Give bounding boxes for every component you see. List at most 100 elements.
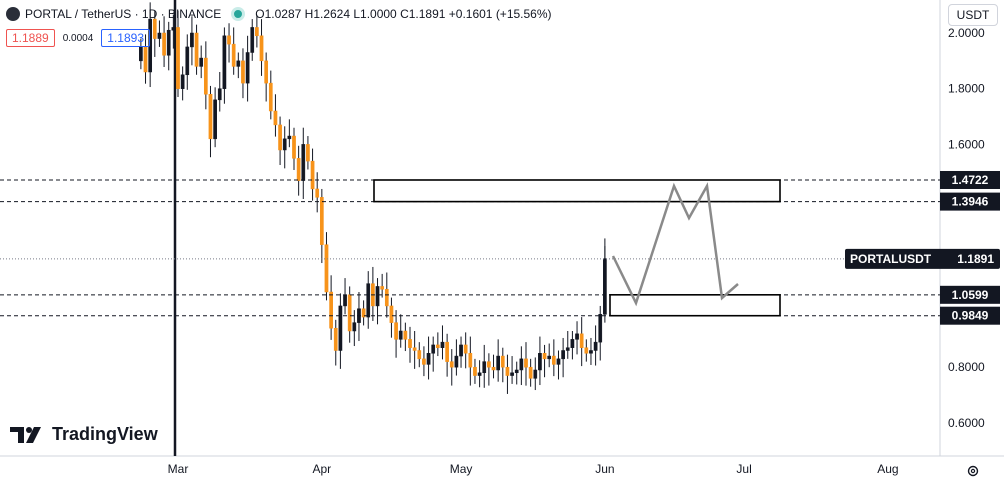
candle-body (347, 294, 352, 332)
projection-path (611, 182, 739, 307)
supply-demand-zone (373, 179, 781, 203)
candle-body (236, 60, 241, 67)
candle-body (375, 286, 380, 307)
candle-body (398, 330, 403, 340)
candle-body (547, 355, 552, 360)
candle-body (366, 283, 371, 318)
candle-body (389, 305, 394, 323)
candle-body (487, 361, 491, 368)
candle-body (538, 353, 542, 371)
candle-body (157, 32, 162, 39)
symbol-legend: PORTAL / TetherUS · 1D · BINANCE O1.0287… (6, 5, 552, 23)
candle-body (333, 327, 338, 351)
candle-body (199, 57, 204, 67)
ohlc-values: O1.0287 H1.2624 L1.0000 C1.1891 +0.1601 … (255, 7, 552, 21)
candle-body (282, 138, 287, 151)
candle-body (593, 341, 598, 351)
ask-price[interactable]: 1.1893 (101, 29, 150, 47)
candle-body (217, 88, 222, 101)
current-price-tag (845, 248, 1000, 269)
candle-body (194, 32, 199, 67)
candle-body (203, 57, 208, 95)
candle-body (491, 366, 496, 371)
candle-body (380, 286, 385, 290)
candle-body (343, 294, 347, 307)
tradingview-logo-text: TradingView (52, 424, 158, 444)
candle-body (245, 52, 250, 84)
current-price-symbol: PORTALUSDT (850, 252, 932, 266)
candle-body (403, 330, 408, 340)
candle-body (296, 158, 301, 181)
price-tick-label: 0.8000 (948, 360, 985, 374)
candle-body (556, 358, 561, 365)
candle-body (412, 347, 417, 351)
candle-body (241, 60, 245, 84)
candle-body (435, 344, 440, 348)
candle-body (152, 18, 157, 39)
candle-body (292, 135, 296, 159)
candle-body (264, 60, 269, 84)
current-price-value: 1.1891 (957, 252, 994, 266)
time-tick-label: Jun (595, 462, 614, 476)
bid-price[interactable]: 1.1889 (6, 29, 55, 47)
candle-body (510, 372, 514, 376)
candle-body (166, 29, 171, 56)
candle-body (519, 358, 524, 371)
candle-body (496, 355, 501, 371)
candle-body (222, 35, 227, 89)
candle-body (301, 144, 306, 181)
candle-body (524, 358, 528, 368)
bid-ask-panel: 1.1889 0.0004 1.1893 (6, 28, 150, 48)
time-tick-label: Aug (877, 462, 898, 476)
price-level-tag-label: 1.3946 (952, 195, 989, 209)
tradingview-logo[interactable]: TradingView (10, 424, 158, 445)
candle-body (468, 353, 473, 368)
candle-body (329, 291, 333, 329)
candle-body (454, 355, 459, 368)
candle-body (306, 144, 310, 162)
tradingview-logo-icon (10, 426, 41, 443)
candle-body (575, 333, 579, 340)
candle-body (278, 124, 282, 151)
candle-body (361, 308, 366, 318)
candle-body (208, 94, 213, 140)
candle-body (268, 82, 273, 112)
candle-body (259, 35, 264, 62)
candle-body (514, 369, 519, 374)
price-tick-label: 1.6000 (948, 137, 985, 151)
candle-body (565, 347, 570, 351)
candle-body (394, 322, 398, 340)
candle-body (477, 372, 482, 376)
candle-body (319, 197, 324, 245)
candle-body (255, 27, 259, 37)
candle-body (505, 366, 510, 376)
candle-body (148, 18, 153, 73)
candle-body (352, 322, 357, 332)
gear-icon[interactable] (966, 464, 980, 478)
candle-body (384, 288, 389, 307)
candle-body (482, 361, 487, 374)
candle-body (310, 160, 315, 190)
candle-body (315, 188, 320, 198)
time-tick-label: Apr (312, 462, 331, 476)
price-level-tag (940, 285, 1000, 304)
candle-body (579, 333, 584, 348)
candle-body (459, 344, 463, 357)
price-level-tag-label: 1.0599 (952, 288, 989, 302)
price-level-tag-label: 0.9849 (952, 309, 989, 323)
candle-body (500, 355, 505, 368)
time-tick-label: May (450, 462, 473, 476)
candle-body (589, 350, 593, 354)
candle-body (338, 305, 343, 351)
candle-body (598, 314, 603, 343)
price-level-tag (940, 170, 1000, 189)
symbol-title[interactable]: PORTAL / TetherUS · 1D · BINANCE (25, 7, 222, 21)
price-level-tag (940, 192, 1000, 211)
candle-body (426, 353, 431, 365)
candle-body (176, 27, 180, 89)
currency-selector[interactable]: USDT (948, 4, 998, 26)
candle-body (324, 244, 329, 293)
candle-body (584, 347, 589, 354)
price-tick-label: 1.8000 (948, 82, 985, 96)
